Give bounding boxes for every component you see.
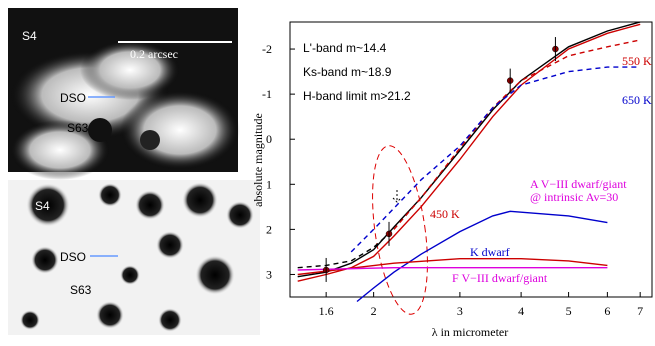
- y-tick-label: 1: [266, 177, 272, 191]
- x-tick-label: 4: [518, 304, 524, 318]
- x-tick-label: 1.6: [319, 304, 334, 318]
- annotation: H-band limit m>21.2: [303, 89, 411, 103]
- plot-frame: [289, 21, 653, 298]
- annotation: L'-band m~14.4: [303, 41, 387, 55]
- label: DSO: [60, 250, 86, 264]
- x-tick-label: 5: [566, 304, 572, 318]
- series-line: [297, 23, 641, 282]
- series-line: [393, 39, 641, 230]
- annotation: 650 K: [622, 93, 652, 107]
- x-axis-label: λ in micrometer: [432, 325, 508, 339]
- y-tick-label: 0: [266, 132, 272, 146]
- annotation: F V−III dwarf/giant: [452, 271, 548, 285]
- series-line: [297, 21, 641, 278]
- series-line: [297, 258, 608, 276]
- series-line: [297, 267, 608, 271]
- scale-label: 0.2 arcsec: [130, 47, 178, 61]
- ellipse-450k: [372, 145, 428, 315]
- image-top: S4 0.2 arcsec DSO S63: [8, 8, 240, 180]
- series-line: [350, 66, 641, 253]
- annotation: @ intrinsic Av=30: [530, 190, 618, 204]
- annotation: K dwarf: [470, 245, 510, 259]
- series-line: [297, 228, 395, 269]
- x-tick-label: 6: [604, 304, 610, 318]
- annotation: Ks-band m~18.9: [303, 65, 392, 79]
- y-tick-label: 3: [266, 267, 272, 281]
- y-axis-label: absolute magnitude: [251, 113, 265, 207]
- x-tick-label: 2: [371, 304, 377, 318]
- annotation: A V−III dwarf/giant: [530, 177, 627, 191]
- label: DSO: [60, 91, 86, 105]
- label: S63: [67, 121, 89, 135]
- label: S4: [22, 29, 37, 43]
- y-tick-label: -1: [262, 87, 272, 101]
- label: S63: [70, 283, 92, 297]
- series-line: [356, 210, 608, 303]
- arrow: [392, 190, 402, 203]
- x-tick-label: 7: [637, 304, 643, 318]
- label: S4: [35, 199, 50, 213]
- y-tick-label: -2: [262, 42, 272, 56]
- y-tick-label: 2: [266, 222, 272, 236]
- x-tick-label: 3: [457, 304, 463, 318]
- image-bottom: S4 DSO S63: [8, 180, 260, 335]
- annotation: 450 K: [430, 207, 460, 221]
- annotation: 550 K: [622, 54, 652, 68]
- chart: λ in micrometer absolute magnitude 1.6 2 3…: [251, 21, 653, 339]
